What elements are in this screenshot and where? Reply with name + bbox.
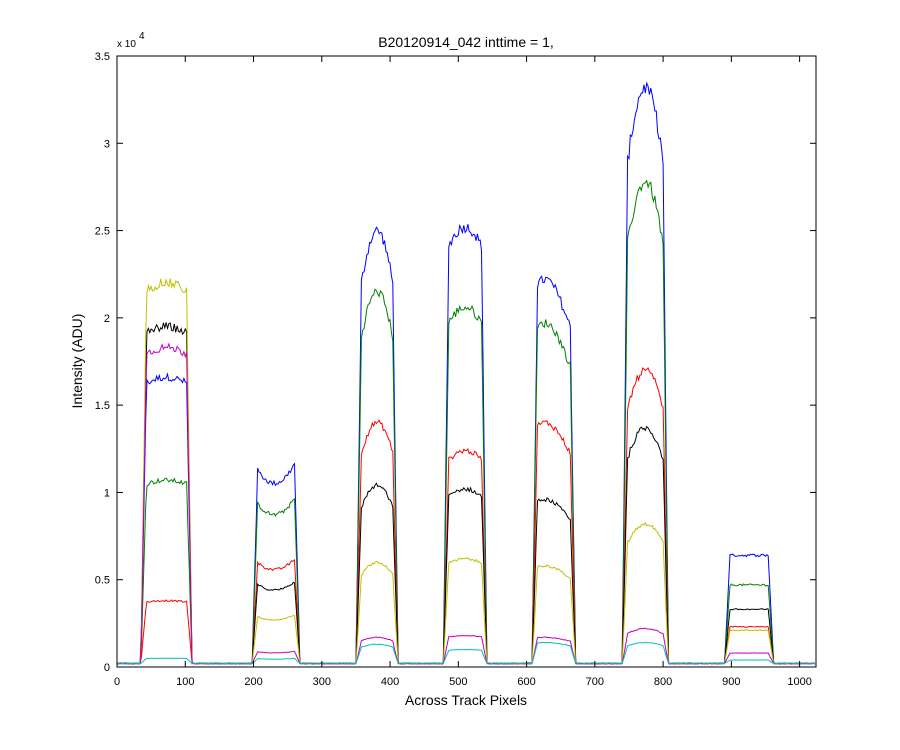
y-exponent-power: 4 — [139, 31, 145, 42]
x-tick-label: 1000 — [787, 676, 811, 688]
series-line-7 — [116, 641, 817, 665]
plot-area — [116, 55, 817, 668]
y-tick-label: 2.5 — [95, 226, 110, 238]
y-tick-label: 0.5 — [95, 575, 110, 587]
y-tick-label: 3.5 — [95, 51, 110, 63]
x-tick-label: 500 — [449, 676, 467, 688]
x-tick-label: 100 — [176, 676, 194, 688]
x-tick-label: 0 — [114, 676, 120, 688]
x-tick-label: 400 — [381, 676, 399, 688]
y-tick-label: 2 — [104, 313, 110, 325]
chart-title: B20120914_042 inttime = 1, — [378, 34, 554, 50]
y-exponent-base: x 10 — [117, 39, 136, 50]
x-tick-label: 600 — [517, 676, 535, 688]
x-tick-label: 200 — [244, 676, 262, 688]
y-tick-label: 3 — [104, 138, 110, 150]
y-tick-label: 0 — [104, 662, 110, 674]
y-tick-label: 1 — [104, 487, 110, 499]
y-axis-title: Intensity (ADU) — [69, 314, 85, 409]
x-tick-label: 300 — [313, 676, 331, 688]
x-tick-label: 700 — [586, 676, 604, 688]
y-tick-label: 1.5 — [95, 400, 110, 412]
x-axis-title: Across Track Pixels — [405, 692, 527, 708]
x-tick-label: 900 — [722, 676, 740, 688]
x-tick-label: 800 — [654, 676, 672, 688]
